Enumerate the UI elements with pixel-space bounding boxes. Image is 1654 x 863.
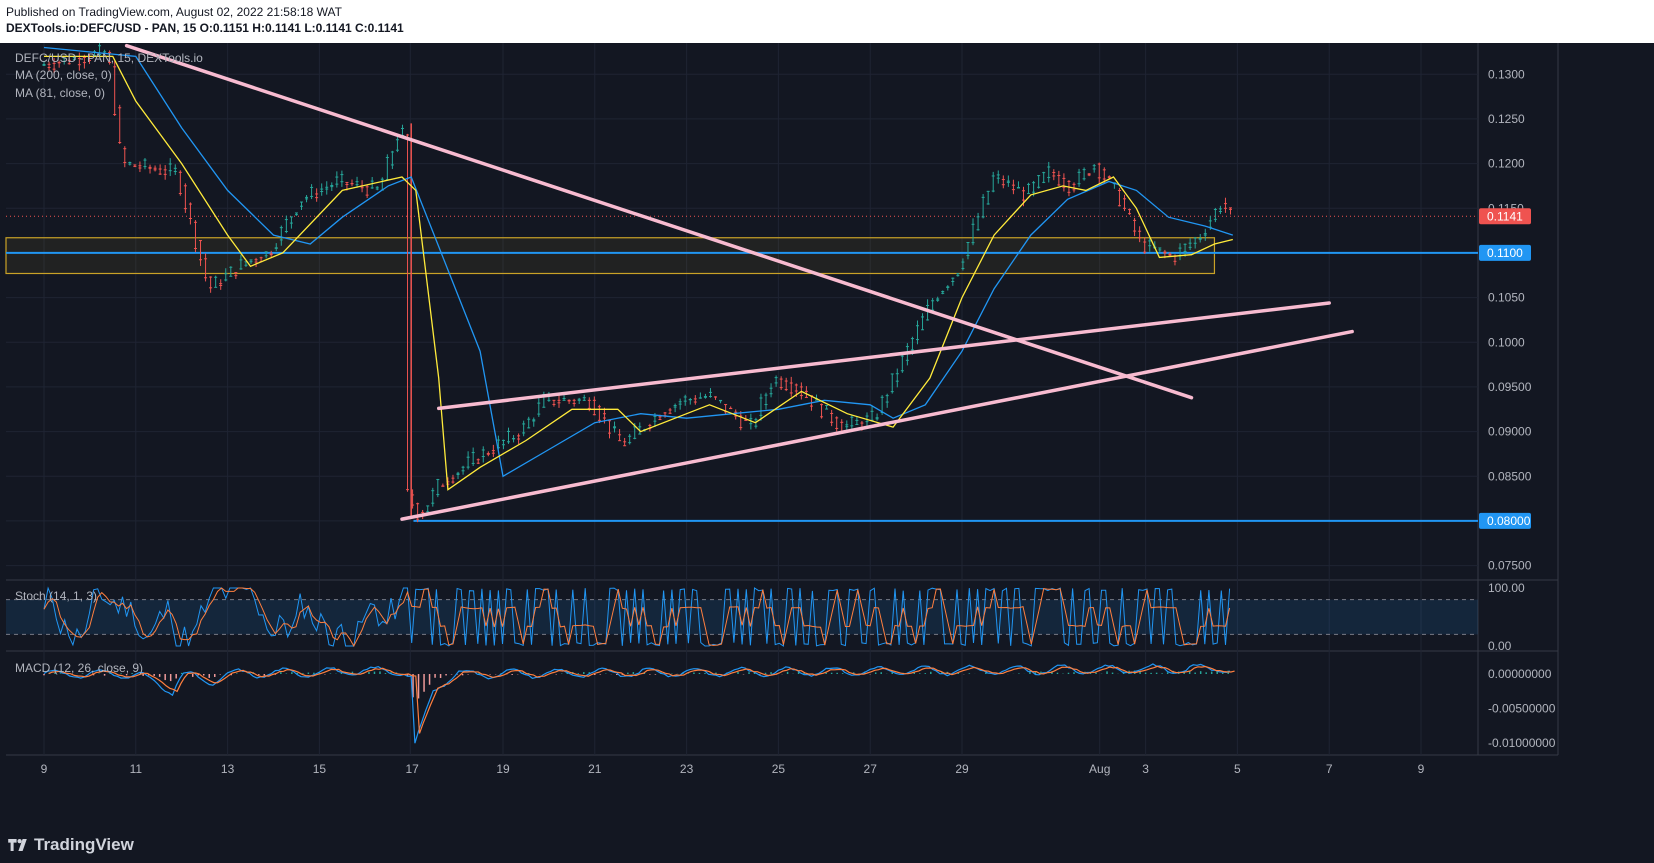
legend-ma200[interactable]: MA (200, close, 0) — [15, 68, 112, 82]
y-tick-label: 0.09000 — [1488, 425, 1532, 439]
x-tick-label: 7 — [1326, 762, 1333, 776]
x-tick-label: 15 — [313, 762, 327, 776]
macd-tick-label: -0.00500000 — [1488, 702, 1556, 716]
signal-line — [48, 665, 1235, 734]
y-tick-label: 0.1250 — [1488, 112, 1525, 126]
y-tick-label: 0.1300 — [1488, 67, 1525, 81]
demand-zone — [5, 237, 1216, 275]
plot-area — [6, 43, 1558, 755]
macd-tick-label: 0.00000000 — [1488, 667, 1552, 681]
x-tick-label: 25 — [772, 762, 786, 776]
legend-macd[interactable]: MACD (12, 26, close, 9) — [15, 661, 144, 675]
legend-title: DEFC/USD - PAN, 15, DEXTools.io — [15, 51, 203, 65]
tradingview-logo-icon — [8, 839, 27, 851]
price-chart[interactable]: 0.13000.12500.12000.11500.11000.10500.10… — [0, 43, 1654, 826]
x-tick-label: 29 — [955, 762, 969, 776]
brand-label: TradingView — [34, 835, 134, 854]
x-tick-label: 11 — [130, 762, 143, 776]
level-label: 0.1100 — [1487, 246, 1523, 260]
footer — [0, 826, 1654, 863]
x-tick-label: 9 — [41, 762, 48, 776]
x-tick-label: 9 — [1418, 762, 1425, 776]
y-tick-label: 0.08500 — [1488, 469, 1532, 483]
y-tick-label: 0.09500 — [1488, 380, 1532, 394]
x-tick-label: 23 — [680, 762, 694, 776]
x-tick-label: 3 — [1142, 762, 1149, 776]
last-price-label-bg — [1479, 208, 1531, 225]
last-price-label: 0.1141 — [1487, 209, 1523, 223]
x-tick-label: 5 — [1234, 762, 1241, 776]
stoch-band — [6, 599, 1478, 635]
y-tick-label: 0.1000 — [1488, 335, 1525, 349]
x-tick-label: 13 — [221, 762, 235, 776]
legend-ma81[interactable]: MA (81, close, 0) — [15, 86, 106, 100]
ascending-trendline — [400, 329, 1354, 521]
stoch-tick-label: 100.00 — [1488, 581, 1525, 595]
y-tick-label: 0.07500 — [1488, 559, 1532, 573]
x-tick-label: Aug — [1089, 762, 1110, 776]
stoch-tick-label: 0.00 — [1488, 639, 1512, 653]
x-tick-label: 21 — [588, 762, 602, 776]
stoch-d-line — [43, 587, 1231, 648]
ma81-line — [44, 55, 1233, 491]
y-tick-label: 0.1200 — [1488, 157, 1525, 171]
ma200-line — [43, 46, 1234, 478]
ascending-trendline — [436, 301, 1331, 411]
x-tick-label: 17 — [405, 762, 419, 776]
macd-tick-label: -0.01000000 — [1488, 736, 1556, 750]
x-tick-label: 27 — [864, 762, 878, 776]
publish-header: Published on TradingView.com, August 02,… — [0, 0, 1654, 43]
legend-stoch[interactable]: Stoch (14, 1, 3) — [15, 589, 98, 603]
y-tick-label: 0.1050 — [1488, 291, 1525, 305]
published-text: Published on TradingView.com, August 02,… — [6, 5, 342, 19]
level-label: 0.08000 — [1487, 514, 1531, 528]
tradingview-brand[interactable]: TradingView — [8, 835, 134, 855]
x-tick-label: 19 — [496, 762, 510, 776]
level-label-bg — [1479, 512, 1531, 529]
level-label-bg — [1479, 244, 1531, 261]
symbol-ohlc-line: DEXTools.io:DEFC/USD - PAN, 15 O:0.1151 … — [6, 21, 404, 35]
